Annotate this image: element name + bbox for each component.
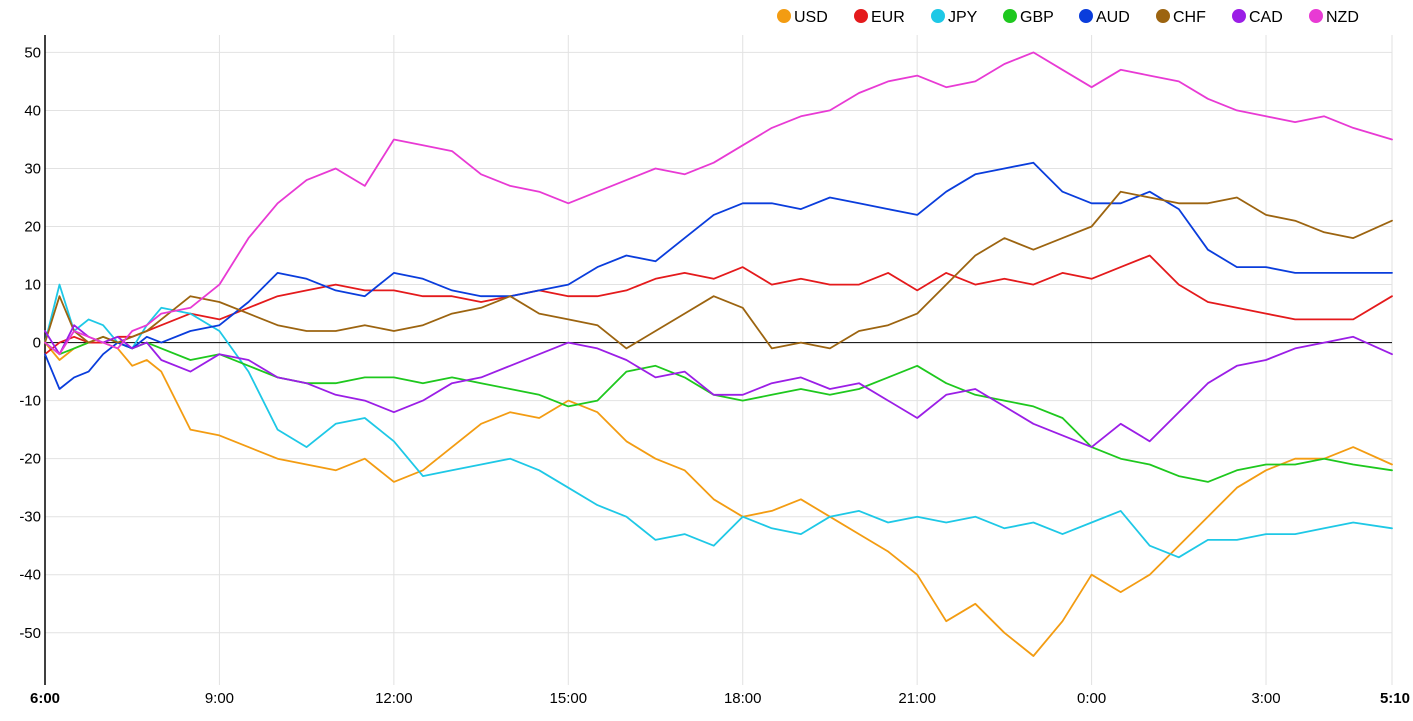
y-tick-label: -50 <box>19 625 41 642</box>
legend-marker-usd <box>777 9 791 23</box>
x-tick-label: 3:00 <box>1251 690 1280 707</box>
y-tick-label: 30 <box>24 160 41 177</box>
series-line-usd <box>44 341 1393 657</box>
grid <box>45 35 1393 685</box>
series-line-gbp <box>44 335 1393 483</box>
legend-label-jpy: JPY <box>948 9 978 26</box>
y-tick-label: 50 <box>24 44 41 61</box>
legend-label-usd: USD <box>794 9 828 26</box>
y-tick-label: 20 <box>24 219 41 236</box>
y-tick-label: -20 <box>19 451 41 468</box>
x-tick-label: 0:00 <box>1077 690 1106 707</box>
y-tick-label: 0 <box>33 335 41 352</box>
legend-label-aud: AUD <box>1096 9 1130 26</box>
y-tick-label: -30 <box>19 509 41 526</box>
axes: 50 40 30 20 10 0 -10 -20 -30 -40 -50 6:00 9:00 12:00 1… <box>19 35 1410 707</box>
x-tick-label: 6:00 <box>30 690 60 707</box>
legend-label-cad: CAD <box>1249 9 1283 26</box>
legend-marker-cad <box>1232 9 1246 23</box>
x-tick-label: 15:00 <box>550 690 588 707</box>
series-line-jpy <box>44 283 1393 559</box>
y-tick-label: -10 <box>19 393 41 410</box>
legend-label-chf: CHF <box>1173 9 1206 26</box>
y-tick-label: -40 <box>19 567 41 584</box>
series-line-aud <box>44 161 1393 390</box>
x-tick-label: 18:00 <box>724 690 762 707</box>
x-tick-label: 12:00 <box>375 690 413 707</box>
legend-label-gbp: GBP <box>1020 9 1054 26</box>
legend-marker-aud <box>1079 9 1093 23</box>
x-tick-label: 9:00 <box>205 690 234 707</box>
y-tick-label: 40 <box>24 102 41 119</box>
series-line-nzd <box>44 51 1393 356</box>
series-line-eur <box>44 254 1393 356</box>
legend-marker-eur <box>854 9 868 23</box>
series-line-chf <box>44 190 1393 350</box>
legend-marker-jpy <box>931 9 945 23</box>
legend-marker-gbp <box>1003 9 1017 23</box>
legend-marker-chf <box>1156 9 1170 23</box>
series-line-cad <box>44 324 1393 449</box>
x-tick-label: 5:10 <box>1380 690 1410 707</box>
y-tick-label: 10 <box>24 277 41 294</box>
legend-label-eur: EUR <box>871 9 905 26</box>
legend-label-nzd: NZD <box>1326 9 1359 26</box>
x-tick-label: 21:00 <box>898 690 936 707</box>
legend-marker-nzd <box>1309 9 1323 23</box>
legend: USD EUR JPY GBP AUD CHF CAD NZD <box>777 9 1359 26</box>
series-lines <box>44 51 1393 657</box>
